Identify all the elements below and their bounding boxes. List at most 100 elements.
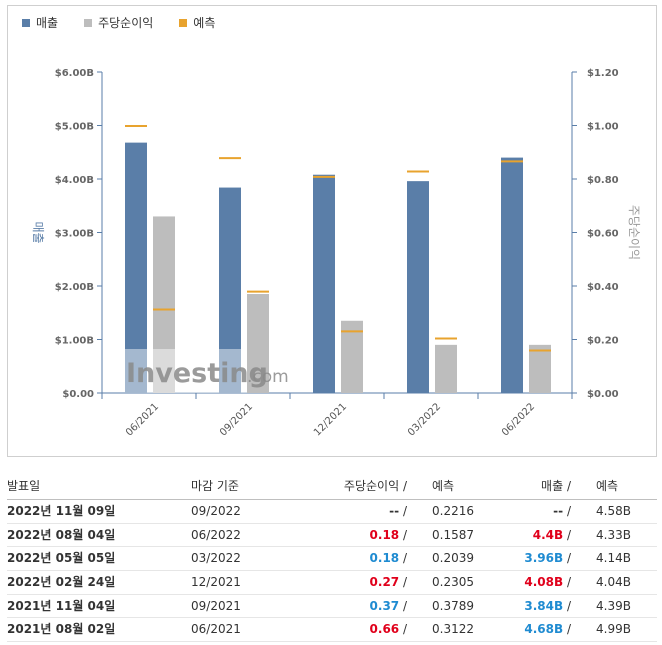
row-eps-value: 0.66 bbox=[369, 622, 400, 637]
row-eps-forecast: 0.3789 bbox=[432, 598, 474, 613]
row-eps-slash: / bbox=[399, 551, 407, 566]
table-row[interactable]: 2022년 08월 04일 06/2022 0.18 /0.1587 4.4B /4.… bbox=[7, 524, 657, 548]
row-revenue-forecast: 4.14B bbox=[596, 551, 631, 566]
table-row[interactable]: 2022년 11월 09일 09/2022 -- / 0.2216 -- / 4.58B bbox=[7, 500, 657, 524]
table-body: 2022년 11월 09일 09/2022 -- /0.2216 -- /4.58B 2… bbox=[7, 500, 657, 643]
row-period: 09/2022 bbox=[191, 504, 241, 518]
row-revenue-forecast: 4.04B bbox=[596, 575, 631, 590]
row-eps-slash: / bbox=[399, 622, 407, 637]
left-axis-title: 매출 bbox=[31, 221, 45, 243]
header-eps[interactable]: 주당순이익 / bbox=[344, 475, 407, 498]
table-row[interactable]: 2021년 11월 04일 09/2021 0.37 / 0.3789 3.84B / 4… bbox=[7, 595, 657, 619]
row-eps-slash: / bbox=[399, 527, 407, 542]
header-revenue[interactable]: 매출 / bbox=[541, 475, 571, 498]
row-eps: -- / bbox=[389, 500, 407, 523]
row-period: 06/2021 bbox=[191, 622, 241, 637]
bar-eps-06-2022 bbox=[529, 344, 551, 393]
row-revenue-slash: / bbox=[563, 598, 571, 613]
row-eps-value: 0.18 bbox=[369, 527, 400, 542]
row-revenue: 4.08B / bbox=[524, 571, 571, 594]
row-eps-value: 0.37 bbox=[369, 598, 400, 613]
row-eps-slash: / bbox=[399, 504, 407, 518]
row-eps-value: 0.18 bbox=[369, 551, 400, 566]
table-header-row: 발표일 마감 기준 주당순이익 / 예측 매출 / 예측 bbox=[7, 475, 657, 500]
row-date: 2022년 11월 09일 bbox=[7, 504, 116, 518]
legend-item-revenue[interactable]: 매출 bbox=[22, 14, 58, 31]
table-row[interactable]: 2022년 05월 05일 03/2022 0.18 / 0.2039 3.96B / 4… bbox=[7, 547, 657, 572]
row-revenue: 3.84B / bbox=[524, 595, 571, 618]
table-row[interactable]: 2021년 08월 02일 06/2021 0.66 /0.3122 4.68B /4… bbox=[7, 618, 657, 643]
left-tick-label: $5.00B bbox=[55, 122, 94, 133]
left-tick-label: $3.00B bbox=[55, 229, 94, 240]
legend-item-eps[interactable]: 주당순이익 bbox=[84, 14, 153, 31]
row-revenue-forecast: 4.39B bbox=[596, 598, 631, 613]
watermark-backdrop bbox=[125, 349, 247, 393]
legend-label-forecast: 예측 bbox=[193, 16, 216, 30]
row-revenue: 3.96B / bbox=[524, 547, 571, 570]
row-date: 2021년 08월 02일 bbox=[7, 622, 116, 637]
row-period: 12/2021 bbox=[191, 575, 241, 590]
row-eps-forecast: 0.2305 bbox=[432, 575, 474, 590]
row-revenue: 4.68B / bbox=[524, 618, 571, 641]
row-date: 2022년 08월 04일 bbox=[7, 527, 116, 542]
row-revenue-value: 4.08B bbox=[524, 575, 564, 590]
row-revenue-forecast: 4.99B bbox=[596, 622, 631, 637]
row-period: 09/2021 bbox=[191, 598, 241, 613]
row-eps: 0.27 / bbox=[370, 571, 407, 594]
row-revenue: -- / bbox=[553, 500, 571, 523]
watermark-brand: Investing bbox=[126, 358, 268, 389]
bar-revenue-12-2021 bbox=[313, 174, 335, 393]
legend-swatch-eps bbox=[84, 18, 93, 27]
right-axis-title: 주당순이익 bbox=[627, 205, 641, 260]
row-eps: 0.66 / bbox=[370, 618, 407, 641]
row-revenue: 4.4B / bbox=[533, 524, 571, 547]
row-period: 03/2022 bbox=[191, 551, 241, 566]
row-date: 2022년 05월 05일 bbox=[7, 551, 116, 566]
row-revenue-value: 3.96B bbox=[524, 551, 564, 566]
row-eps-forecast: 0.2039 bbox=[432, 551, 474, 566]
chart-legend: 매출 주당순이익 예측 bbox=[22, 14, 241, 31]
row-date: 2022년 02월 24일 bbox=[7, 575, 116, 590]
row-revenue-slash: / bbox=[563, 527, 571, 542]
left-tick-label: $6.00B bbox=[55, 68, 94, 79]
bar-revenue-03-2022 bbox=[407, 181, 429, 393]
row-date: 2021년 11월 04일 bbox=[7, 598, 116, 613]
right-tick-label: $0.00 bbox=[587, 389, 619, 400]
x-tick-label: 06/2022 bbox=[500, 401, 537, 438]
row-revenue-forecast: 4.58B bbox=[596, 504, 631, 518]
row-revenue-value: 4.4B bbox=[532, 527, 564, 542]
header-revenue-forecast[interactable]: 예측 bbox=[596, 479, 619, 493]
earnings-table: 발표일 마감 기준 주당순이익 / 예측 매출 / 예측 2022년 11월 0… bbox=[7, 475, 657, 643]
row-eps-slash: / bbox=[399, 575, 407, 590]
row-eps-forecast: 0.2216 bbox=[432, 504, 474, 518]
legend-label-revenue: 매출 bbox=[36, 16, 59, 30]
left-tick-label: $0.00 bbox=[62, 389, 94, 400]
right-tick-label: $1.00 bbox=[587, 122, 619, 133]
right-tick-label: $0.80 bbox=[587, 175, 619, 186]
header-revenue-slash: / bbox=[566, 479, 571, 493]
right-tick-label: $1.20 bbox=[587, 68, 619, 79]
row-revenue-value: 4.68B bbox=[524, 622, 564, 637]
row-eps: 0.18 / bbox=[370, 524, 407, 547]
bar-eps-03-2022 bbox=[435, 344, 457, 393]
header-eps-forecast[interactable]: 예측 bbox=[432, 479, 455, 493]
bar-revenue-06-2022 bbox=[501, 157, 523, 393]
bar-revenue-09-2021 bbox=[219, 187, 241, 393]
bar-eps-12-2021 bbox=[341, 320, 363, 393]
legend-label-eps: 주당순이익 bbox=[98, 16, 154, 30]
left-tick-label: $1.00B bbox=[55, 336, 94, 347]
header-eps-slash: / bbox=[402, 479, 407, 493]
right-tick-label: $0.60 bbox=[587, 229, 619, 240]
table-row[interactable]: 2022년 02월 24일 12/2021 0.27 /0.2305 4.08B /4… bbox=[7, 571, 657, 595]
row-eps-forecast: 0.3122 bbox=[432, 622, 474, 637]
header-date[interactable]: 발표일 bbox=[7, 479, 41, 493]
row-eps-slash: / bbox=[399, 598, 407, 613]
x-tick-label: 03/2022 bbox=[406, 401, 443, 438]
row-eps-value: -- bbox=[389, 504, 400, 518]
legend-item-forecast[interactable]: 예측 bbox=[179, 14, 215, 31]
left-tick-label: $2.00B bbox=[55, 282, 94, 293]
chart-svg: $0.00 $1.00B $2.00B $3.00B $4.00B $5.00B $6.00… bbox=[31, 68, 641, 438]
header-period[interactable]: 마감 기준 bbox=[191, 479, 239, 493]
bar-revenue-06-2021 bbox=[125, 142, 147, 393]
x-tick-label: 12/2021 bbox=[312, 401, 349, 438]
